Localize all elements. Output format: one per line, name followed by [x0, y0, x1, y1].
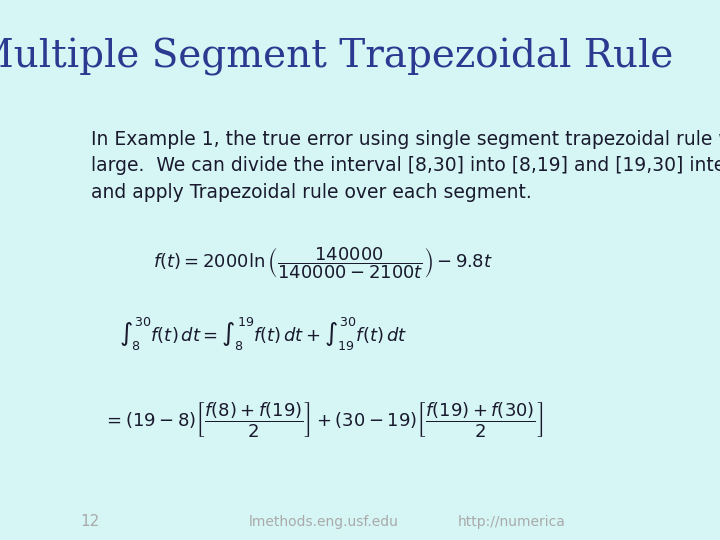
Text: $= (19-8)\left[\dfrac{f(8)+f(19)}{2}\right] + (30-19)\left[\dfrac{f(19)+f(30)}{2: $= (19-8)\left[\dfrac{f(8)+f(19)}{2}\rig…: [103, 400, 544, 438]
Text: 12: 12: [81, 514, 100, 529]
Text: In Example 1, the true error using single segment trapezoidal rule was
large.  W: In Example 1, the true error using singl…: [91, 130, 720, 201]
Text: Multiple Segment Trapezoidal Rule: Multiple Segment Trapezoidal Rule: [0, 38, 673, 76]
Text: http://numerica: http://numerica: [458, 515, 566, 529]
Text: $\int_{8}^{30} f(t)\,dt = \int_{8}^{19} f(t)\,dt + \int_{19}^{30} f(t)\,dt$: $\int_{8}^{30} f(t)\,dt = \int_{8}^{19} …: [119, 316, 407, 353]
Text: lmethods.eng.usf.edu: lmethods.eng.usf.edu: [248, 515, 398, 529]
Text: $f(t) = 2000\ln\left(\dfrac{140000}{140000 - 2100t}\right) - 9.8t$: $f(t) = 2000\ln\left(\dfrac{140000}{1400…: [153, 246, 493, 281]
